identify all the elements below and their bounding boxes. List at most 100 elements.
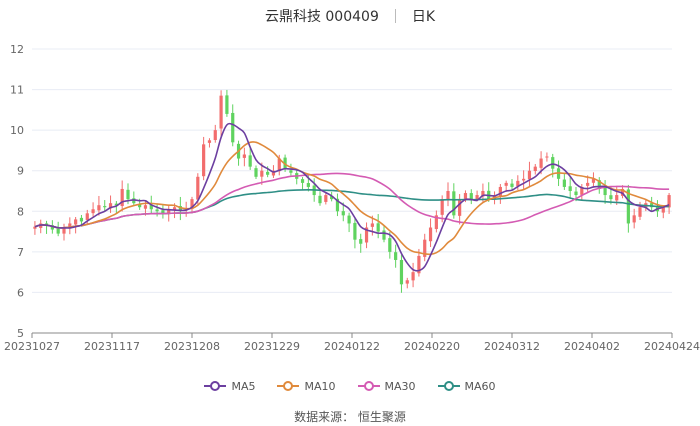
candle-body [615, 195, 619, 201]
candle-body [97, 205, 101, 211]
legend-label-ma5: MA5 [231, 379, 256, 393]
candle-body [394, 252, 398, 260]
period-label: 日K [411, 9, 436, 25]
candle-body [62, 227, 66, 234]
candle-body [306, 183, 310, 187]
candle-body [190, 199, 194, 210]
y-tick-label: 6 [17, 286, 24, 299]
candle-body [33, 226, 37, 229]
legend-label-ma30: MA30 [384, 379, 416, 393]
candle-body [580, 186, 584, 195]
candle-body [359, 239, 363, 244]
x-tick-label: 20231229 [244, 340, 300, 353]
chart-title: 云鼎科技 000409 日K [0, 6, 700, 26]
candle-body [207, 140, 212, 143]
candle-body [120, 188, 124, 207]
candle-body [85, 213, 89, 220]
candle-body [603, 187, 607, 196]
candle-body [388, 238, 392, 252]
candle-body [91, 209, 95, 214]
y-tick-label: 10 [10, 124, 24, 137]
x-tick-label: 20231117 [84, 340, 140, 353]
candle-body [260, 170, 264, 177]
candle-body [103, 206, 107, 208]
candle-body [56, 228, 60, 234]
candle-body [545, 156, 549, 158]
candle-body [498, 186, 502, 197]
ma10-line [34, 141, 670, 256]
candle-body [475, 195, 479, 200]
y-tick-label: 8 [17, 205, 24, 218]
y-tick-label: 7 [17, 246, 24, 259]
legend-label-ma60: MA60 [464, 379, 496, 393]
source-name: 恒生聚源 [357, 410, 406, 424]
candle-body [428, 227, 433, 242]
candle-body [399, 259, 404, 285]
candle-body [155, 209, 159, 212]
x-tick-label: 20240312 [484, 340, 540, 353]
x-tick-label: 20231027 [4, 340, 60, 353]
candle-body [586, 182, 590, 186]
candle-body [283, 157, 287, 169]
candle-body [597, 180, 601, 189]
candle-body [510, 183, 514, 187]
y-tick-label: 11 [10, 84, 24, 97]
stock-name-code: 云鼎科技 000409 [264, 9, 379, 25]
candle-body [126, 189, 130, 200]
source-label: 数据来源： [294, 410, 355, 424]
legend-ma10-icon [277, 381, 300, 391]
candle-body [650, 203, 654, 208]
x-tick-label: 20240122 [324, 340, 380, 353]
candle-body [50, 225, 54, 230]
candle-body [434, 215, 438, 230]
candle-body [638, 207, 642, 217]
candle-body [318, 195, 322, 204]
legend-ma30-icon [357, 381, 380, 391]
candle-body [522, 178, 526, 181]
candle-body [609, 195, 613, 200]
candle-body [300, 179, 305, 183]
candle-body [289, 170, 293, 173]
candle-body [591, 178, 596, 183]
candle-body [661, 207, 665, 213]
x-tick-label: 20240220 [404, 340, 460, 353]
candle-body [423, 239, 427, 257]
candle-body [277, 158, 281, 172]
candle-body [376, 223, 380, 232]
candle-body [266, 171, 270, 175]
candle-body [626, 189, 630, 224]
candle-body [178, 206, 182, 212]
candle-body [143, 205, 148, 209]
legend-item-ma10[interactable]: MA10 [277, 380, 336, 393]
candle-body [568, 186, 572, 191]
candle-body [382, 230, 386, 240]
candle-body [452, 191, 456, 216]
candle-body [108, 203, 113, 209]
candle-body [138, 204, 142, 208]
candle-body [114, 203, 118, 206]
candle-body [667, 195, 671, 208]
candle-body [74, 219, 78, 225]
candle-body [620, 188, 625, 196]
candle-body [347, 215, 351, 224]
candle-body [469, 193, 473, 200]
x-tick-label: 20231208 [164, 340, 220, 353]
candle-body [370, 223, 374, 227]
candle-body [533, 166, 537, 171]
legend-item-ma30[interactable]: MA30 [357, 379, 416, 393]
y-tick-label: 9 [17, 165, 24, 178]
legend-item-ma60[interactable]: MA60 [437, 379, 496, 393]
candle-body [458, 199, 462, 216]
y-tick-label: 12 [10, 43, 24, 56]
candle-body [324, 195, 328, 202]
candle-body [79, 217, 84, 222]
candle-body [504, 182, 508, 186]
candle-body [219, 95, 223, 129]
candle-body [242, 154, 246, 158]
legend-item-ma5[interactable]: MA5 [204, 380, 255, 393]
candle-body [539, 158, 543, 168]
x-tick-label: 20240402 [564, 340, 620, 353]
candle-body [446, 191, 450, 200]
candle-body [225, 95, 229, 114]
